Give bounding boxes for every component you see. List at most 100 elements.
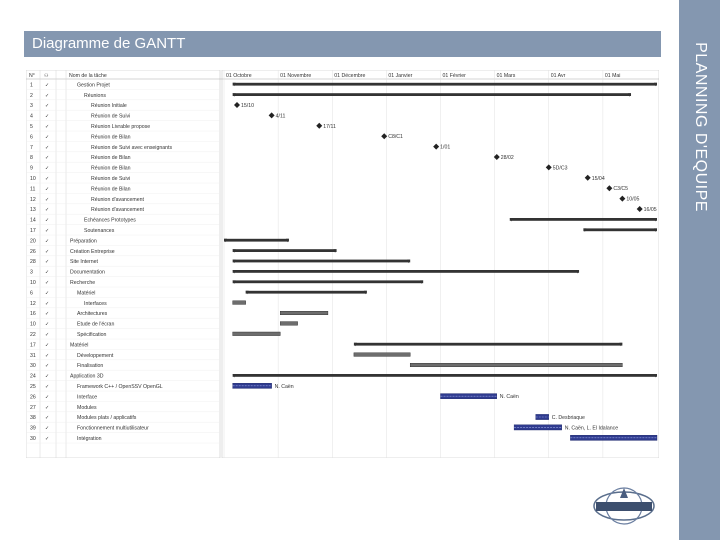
milestone-label: 15/04 — [592, 176, 605, 182]
task-name: Développement — [77, 353, 114, 359]
task-check: ✓ — [45, 394, 49, 400]
task-name: Documentation — [70, 270, 105, 276]
task-name: Site Internet — [70, 259, 99, 265]
bar-recherche-cap-start — [232, 280, 236, 284]
milestone-m3 — [316, 122, 323, 129]
task-check: ✓ — [45, 145, 49, 151]
bar-materiel-rech-cap-start — [245, 290, 249, 295]
bar-gestion-projet-cap-end — [654, 82, 657, 87]
bar-application-3d-cap-start — [232, 374, 236, 378]
bar-preparation-cap-end — [285, 238, 289, 243]
bar-materiel-rech — [245, 290, 367, 294]
bar-soutenances-cap-end — [654, 228, 657, 232]
task-id: 7 — [30, 145, 33, 151]
bar-recherche-cap-end — [420, 280, 424, 284]
task-check: ✓ — [45, 322, 49, 328]
bar-interfaces — [232, 300, 246, 305]
bar-site-cap-end — [407, 259, 411, 264]
task-id: 4 — [30, 114, 33, 120]
task-check: ✓ — [45, 249, 49, 255]
milestone-m5 — [433, 143, 440, 150]
bar-echeances-cap-start — [509, 218, 513, 222]
task-check: ✓ — [45, 207, 49, 213]
task-check: ✓ — [45, 374, 49, 380]
timeline-label: 01 Avr — [551, 73, 566, 79]
task-check: ✓ — [45, 342, 49, 348]
task-name: Interfaces — [84, 301, 107, 307]
task-check: ✓ — [45, 436, 49, 442]
task-check: ✓ — [45, 311, 49, 317]
side-band — [679, 0, 720, 540]
bar-developpement — [353, 352, 411, 357]
timeline-frame — [221, 70, 659, 458]
task-name: Finalisation — [77, 363, 103, 369]
task-check: ✓ — [45, 166, 49, 172]
milestone-m4 — [381, 133, 388, 140]
milestone-m2 — [268, 112, 275, 119]
title-bar: Diagramme de GANTT — [24, 31, 661, 57]
timeline-label: 01 Octobre — [226, 73, 252, 79]
task-check: ✓ — [45, 114, 49, 120]
milestone-label: 1/01 — [440, 145, 450, 151]
timeline-label: 01 Mai — [605, 73, 621, 79]
gantt-svg: N° ⚇ Nom de la tâche 01 Octobre 01 Novembre 0… — [26, 70, 659, 458]
task-check: ✓ — [45, 197, 49, 203]
task-name: Fonctionnement multiutilisateur — [77, 426, 149, 432]
bar-documentation-cap-end — [576, 270, 580, 274]
task-check: ✓ — [45, 176, 49, 182]
task-id: 27 — [30, 405, 36, 411]
task-check: ✓ — [45, 405, 49, 411]
task-name: Réunion Initiale — [91, 103, 127, 109]
task-id: 11 — [30, 186, 35, 192]
task-name: Modules plats / applicatifs — [77, 415, 137, 421]
timeline-label: 01 Décembre — [334, 73, 365, 79]
task-name: Réunion de Bilan — [91, 134, 131, 140]
bar-documentation — [232, 270, 580, 273]
bar-application-3d — [232, 374, 657, 377]
bar-architectures — [280, 310, 329, 315]
resource-label: N. Caën — [500, 394, 519, 400]
bar-reunions — [232, 93, 632, 96]
bar-preparation — [224, 238, 289, 242]
bar-recherche — [232, 280, 424, 284]
bar-echeances — [509, 218, 657, 221]
task-id: 10 — [30, 176, 36, 182]
milestone-m9 — [606, 185, 613, 192]
task-name: Création Entreprise — [70, 249, 115, 255]
timeline-label: 01 Novembre — [280, 73, 311, 79]
task-check: ✓ — [45, 280, 49, 286]
bar-creation — [232, 249, 337, 252]
task-name: Réunion de Bilan — [91, 166, 131, 172]
bar-soutenances — [583, 228, 657, 232]
task-id: 8 — [30, 155, 33, 161]
bar-preparation-cap-start — [224, 238, 227, 243]
timeline-label: 01 Janvier — [388, 73, 412, 79]
company-logo — [593, 487, 655, 525]
bar-soutenances-cap-start — [583, 228, 587, 232]
task-id: 2 — [30, 93, 33, 99]
task-id: 13 — [30, 207, 36, 213]
task-check: ✓ — [45, 415, 49, 421]
task-name: Echéances Prototypes — [84, 218, 136, 224]
task-check: ✓ — [45, 82, 49, 88]
task-id: 12 — [30, 301, 36, 307]
task-name: Modules — [77, 405, 97, 411]
task-name: Application 3D — [70, 374, 104, 380]
milestone-label: 16/05 — [644, 207, 657, 213]
milestone-label: 28/02 — [501, 155, 514, 161]
task-name: Spécification — [77, 332, 107, 338]
bar-etude-ecran — [280, 321, 298, 326]
milestone-label: C3/C5 — [613, 186, 628, 192]
task-check: ✓ — [45, 218, 49, 224]
task-id: 24 — [30, 374, 36, 380]
side-label: PLANNING D'EQUIPE — [692, 42, 709, 212]
task-check: ✓ — [45, 155, 49, 161]
task-check: ✓ — [45, 384, 49, 390]
task-check: ✓ — [45, 363, 49, 369]
task-id: 6 — [30, 290, 33, 296]
bar-reunions-cap-start — [232, 93, 236, 97]
task-check: ✓ — [45, 301, 49, 307]
task-id: 16 — [30, 311, 36, 317]
task-check: ✓ — [45, 259, 49, 265]
task-id: 12 — [30, 197, 36, 203]
